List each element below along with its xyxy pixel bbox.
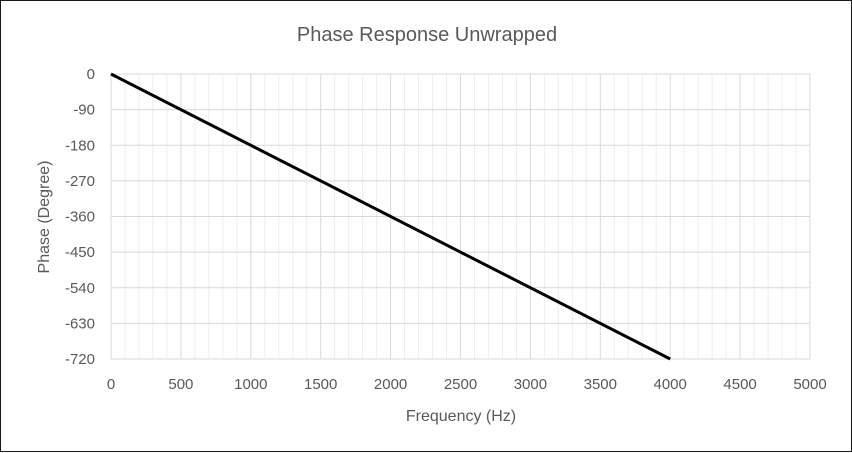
major-gridlines [110, 73, 811, 360]
y-tick-label: -720 [65, 351, 95, 368]
y-tick-label: -180 [65, 137, 95, 154]
y-tick-label: -450 [65, 244, 95, 261]
x-tick-label: 4000 [654, 376, 687, 393]
x-axis-tick-labels: 0 500 1000 1500 2000 2500 3000 3500 4000 4500 5000 [107, 376, 827, 393]
x-tick-label: 500 [168, 376, 193, 393]
y-tick-label: 0 [87, 66, 95, 83]
x-tick-label: 1000 [234, 376, 267, 393]
y-tick-label: -630 [65, 315, 95, 332]
y-tick-label: -270 [65, 173, 95, 190]
phase-series-line [110, 72, 671, 361]
x-tick-label: 5000 [793, 376, 826, 393]
y-tick-label: -90 [73, 102, 95, 119]
y-tick-label: -540 [65, 280, 95, 297]
y-tick-label: -360 [65, 209, 95, 226]
x-tick-label: 1500 [304, 376, 337, 393]
x-tick-label: 0 [107, 376, 115, 393]
series-layer [110, 72, 671, 361]
y-axis-label: Phase (Degree) [36, 161, 53, 274]
y-axis-tick-labels: 0 -90 -180 -270 -360 -450 -540 -630 -720 [65, 66, 95, 368]
x-tick-label: 3500 [584, 376, 617, 393]
x-tick-label: 3000 [514, 376, 547, 393]
x-tick-label: 4500 [723, 376, 756, 393]
x-axis-label: Frequency (Hz) [406, 408, 516, 425]
chart-title: Phase Response Unwrapped [297, 24, 557, 46]
x-tick-label: 2000 [374, 376, 407, 393]
x-tick-label: 2500 [444, 376, 477, 393]
